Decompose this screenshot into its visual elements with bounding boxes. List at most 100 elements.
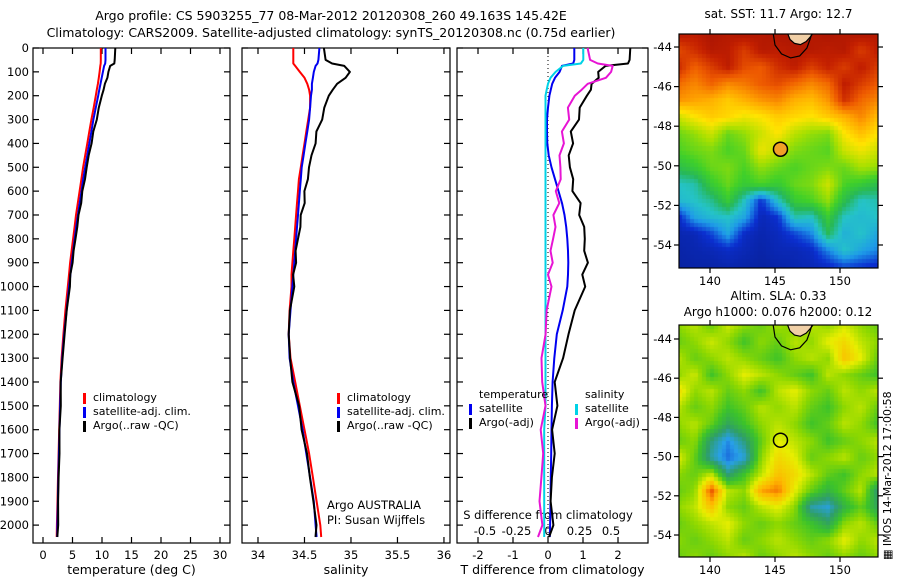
legend-item-climatology: climatology [337, 391, 445, 405]
legend-item-satellite-adj: satellite-adj. clim. [337, 405, 445, 419]
legend-label: satellite-adj. clim. [347, 405, 445, 418]
axis-label: 900 [7, 256, 29, 270]
legend-item-satellite-adj: satellite-adj. clim. [83, 405, 191, 419]
axis-label: 1700 [0, 447, 29, 461]
imos-watermark-text: IMOS 14-Mar-2012 17:00:58 [881, 391, 894, 547]
temperature-legend: climatology satellite-adj. clim. Argo(..… [83, 391, 191, 433]
axis-label: 35.5 [385, 548, 411, 562]
s-argo-swatch [575, 417, 578, 429]
axis-label: -0.25 [502, 524, 532, 538]
profile-line-s-satellite [543, 48, 585, 537]
axis-label: 0 [544, 548, 551, 562]
legend-label: Argo(-adj) [479, 416, 534, 429]
axis-label: 36 [437, 548, 452, 562]
sla-map-title-line1: Altim. SLA: 0.33 [730, 289, 827, 303]
axis-label: salinity [324, 562, 369, 577]
axis-label: 1 [579, 548, 586, 562]
imos-watermark: ▦ IMOS 14-Mar-2012 17:00:58 [881, 298, 894, 560]
axis-label: 2000 [0, 518, 29, 532]
figure-title-line1: Argo profile: CS 5903255_77 08-Mar-2012 … [95, 8, 567, 23]
axis-label: 500 [7, 160, 29, 174]
axis-label: 400 [7, 136, 29, 150]
profile-line-s-argo-adj [537, 47, 614, 538]
axis-label: 600 [7, 184, 29, 198]
pi-credit: Argo AUSTRALIA PI: Susan Wijffels [327, 498, 425, 528]
legend-group-header: temperature [479, 388, 549, 401]
argo-raw-swatch [337, 420, 340, 432]
axis-label: 1500 [0, 399, 29, 413]
axis-label: 140 [699, 274, 721, 288]
axis-label: -46 [653, 371, 672, 385]
legend-item-climatology: climatology [83, 391, 191, 405]
profile-line-argo-raw [56, 47, 117, 538]
pi-credit-line1: Argo AUSTRALIA [327, 498, 422, 512]
axis-label: 300 [7, 113, 29, 127]
profile-line-climatology [287, 48, 323, 538]
legend-group-header: salinity [585, 388, 625, 401]
axis-label: 0.25 [567, 524, 593, 538]
difference-legend-salinity: salinity satellite Argo(-adj) [575, 388, 640, 430]
axis-label: 25 [183, 548, 198, 562]
axis-label: 145 [764, 274, 786, 288]
axis-label: 700 [7, 208, 29, 222]
axis-label: 35 [344, 548, 359, 562]
axis-label: -2 [472, 548, 483, 562]
legend-label: Argo(-adj) [585, 416, 640, 429]
axis-label: -52 [653, 489, 672, 503]
legend-label: satellite [585, 402, 629, 415]
axis-label: 2 [614, 548, 621, 562]
climatology-swatch [337, 392, 340, 404]
salinity-legend: climatology satellite-adj. clim. Argo(..… [337, 391, 445, 433]
legend-label: climatology [347, 391, 411, 404]
axis-label: 10 [95, 548, 110, 562]
axis-label: 150 [829, 274, 851, 288]
temperature-profile-panel: 0 5 10 15 20 25 300100200300400500600700800900… [0, 41, 231, 577]
legend-item-s-argo: Argo(-adj) [575, 416, 640, 430]
profile-line-argo-raw [287, 47, 351, 538]
axis-label: 150 [829, 563, 851, 577]
axis-label: -54 [653, 528, 672, 542]
axis-label: S difference from climatology [463, 508, 633, 522]
imos-logo-icon: ▦ [881, 549, 894, 560]
legend-item-argo-raw: Argo(..raw -QC) [83, 419, 191, 433]
legend-label: satellite-adj. clim. [93, 405, 191, 418]
axis-label: 800 [7, 232, 29, 246]
axis-label: -50 [653, 159, 672, 173]
axes-box [32, 47, 231, 544]
axis-label: 1900 [0, 494, 29, 508]
axis-label: 1100 [0, 303, 29, 317]
legend-item-argo-raw: Argo(..raw -QC) [337, 419, 445, 433]
axis-label: 15 [124, 548, 139, 562]
profile-line-t-satellite [546, 48, 576, 538]
axis-label: -44 [653, 332, 672, 346]
axis-label: -0.5 [474, 524, 496, 538]
difference-profile-panel: -2 -1 0 1 2T difference from climatology S di… [456, 47, 649, 577]
axis-label: 30 [213, 548, 228, 562]
legend-item-s-satellite: satellite [575, 402, 640, 416]
difference-legend-temperature: temperature satellite Argo(-adj) [469, 388, 548, 430]
axis-label: 34 [251, 548, 266, 562]
t-satellite-swatch [469, 403, 472, 415]
sla-heatmap [679, 325, 878, 557]
profile-line-satellite-adj-clim [287, 47, 321, 538]
axis-label: -54 [653, 238, 672, 252]
legend-label: climatology [93, 391, 157, 404]
axis-label: T difference from climatology [459, 562, 645, 577]
t-argo-swatch [469, 417, 472, 429]
axes-box [456, 47, 649, 544]
satellite-adj-swatch [337, 406, 340, 418]
legend-label: Argo(..raw -QC) [347, 419, 433, 432]
axis-label: -48 [653, 119, 672, 133]
axis-label: 145 [764, 563, 786, 577]
sst-heatmap [679, 34, 878, 268]
axis-label: 1000 [0, 280, 29, 294]
legend-item-t-satellite: satellite [469, 402, 548, 416]
axis-label: 1200 [0, 327, 29, 341]
sst-map-title: sat. SST: 11.7 Argo: 12.7 [704, 7, 853, 21]
axis-label: 1400 [0, 375, 29, 389]
axes-box [241, 47, 451, 544]
axis-label: -48 [653, 410, 672, 424]
axis-label: -52 [653, 198, 672, 212]
sla-map-title-line2: Argo h1000: 0.076 h2000: 0.12 [683, 305, 873, 319]
